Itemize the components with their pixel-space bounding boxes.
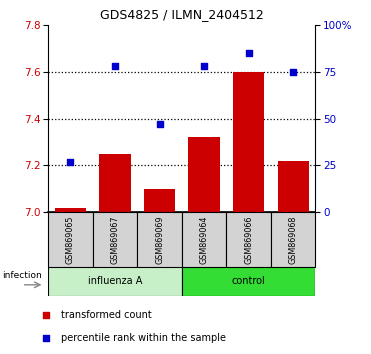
Text: transformed count: transformed count [60,310,151,320]
Text: GSM869067: GSM869067 [111,216,119,264]
Bar [188,137,220,212]
Text: percentile rank within the sample: percentile rank within the sample [60,333,226,343]
Bar [182,267,315,296]
Bar [226,212,271,267]
Bar [55,208,86,212]
Bar [137,212,182,267]
Point [201,63,207,69]
Text: GSM869064: GSM869064 [200,216,209,264]
Point [43,335,49,341]
Title: GDS4825 / ILMN_2404512: GDS4825 / ILMN_2404512 [100,8,264,21]
Bar [48,267,182,296]
Text: GSM869069: GSM869069 [155,216,164,264]
Bar [99,154,131,212]
Point [112,63,118,69]
Bar [48,212,93,267]
Bar [93,212,137,267]
Text: GSM869068: GSM869068 [289,216,298,264]
Point [43,312,49,318]
Point [246,50,252,56]
Point [68,159,73,165]
Point [290,69,296,75]
Text: GSM869065: GSM869065 [66,216,75,264]
Text: influenza A: influenza A [88,276,142,286]
Text: infection: infection [3,271,42,280]
Text: GSM869066: GSM869066 [244,216,253,264]
Bar [278,161,309,212]
Bar [144,189,175,212]
Point [157,121,162,127]
Bar [182,212,226,267]
Text: control: control [232,276,265,286]
Bar [233,72,264,212]
Bar [271,212,315,267]
